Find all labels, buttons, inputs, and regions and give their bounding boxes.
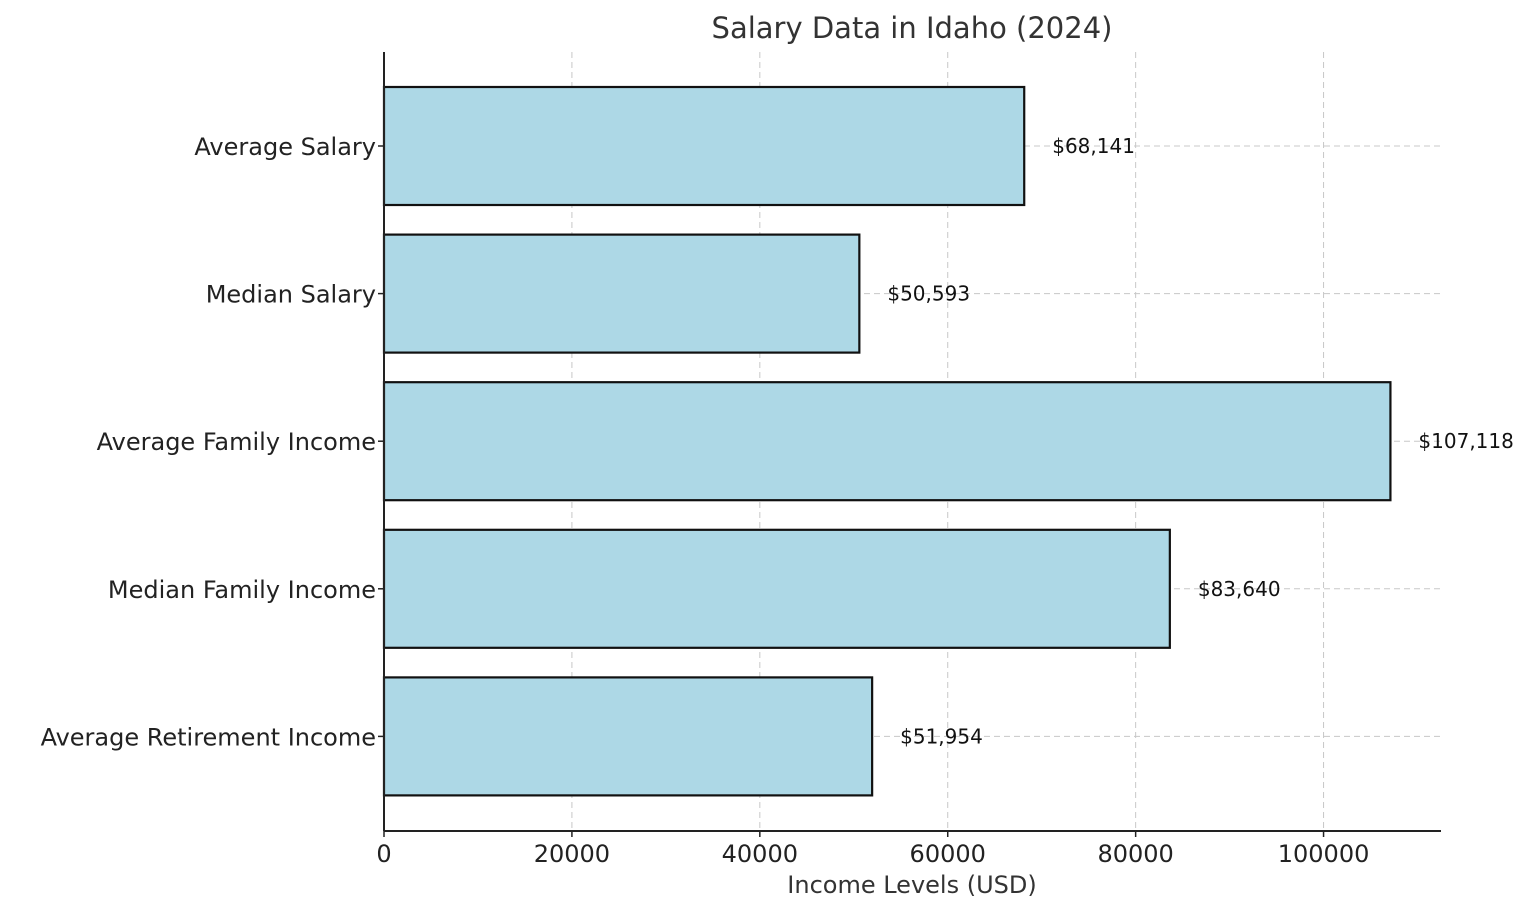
x-tick-label: 40000 <box>722 840 798 868</box>
bar-value-label: $50,593 <box>887 282 970 306</box>
bar <box>382 528 1171 649</box>
x-tick-label: 20000 <box>534 840 610 868</box>
x-tick-label: 0 <box>376 840 391 868</box>
bar-value-label: $83,640 <box>1198 577 1281 601</box>
category-label: Average Salary <box>194 133 376 161</box>
bar-value-label: $68,141 <box>1052 134 1135 158</box>
axis-layer: Average Salary Median Salary Average Famil… <box>41 52 1441 868</box>
bar <box>382 381 1392 502</box>
category-label: Average Retirement Income <box>41 723 376 751</box>
x-tick-label: 60000 <box>910 840 986 868</box>
bar-value-label: $51,954 <box>900 724 983 748</box>
x-tick-label: 80000 <box>1097 840 1173 868</box>
x-tick-label: 100000 <box>1278 840 1370 868</box>
bar <box>382 85 1026 207</box>
bar-value-label: $107,118 <box>1418 429 1513 453</box>
bar-layer: $68,141 $50,593 $107,118 $83,640 $51,954 <box>382 85 1514 797</box>
category-label: Median Salary <box>206 281 376 309</box>
category-label: Median Family Income <box>108 576 376 604</box>
bar <box>382 676 874 797</box>
chart-title: Salary Data in Idaho (2024) <box>712 11 1113 45</box>
category-label: Average Family Income <box>97 428 376 456</box>
bar <box>382 233 861 354</box>
x-axis-label: Income Levels (USD) <box>787 871 1036 899</box>
